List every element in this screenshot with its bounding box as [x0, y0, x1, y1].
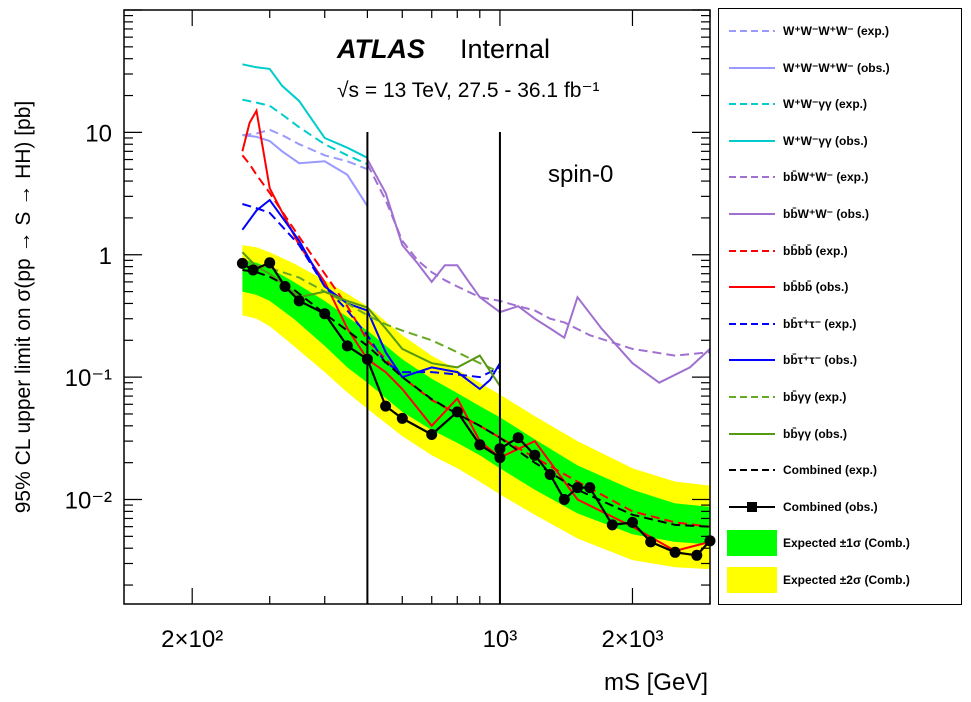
- legend-symbol: [727, 530, 777, 557]
- combined-obs-point: [606, 519, 618, 531]
- legend-label: bb̄γγ (obs.): [783, 426, 848, 441]
- x-tick-label: 2×10³: [601, 626, 663, 653]
- legend-entry: bb̄bb̄ (obs.): [719, 269, 959, 305]
- legend-label: bb̄bb̄ (exp.): [783, 243, 848, 258]
- series-line-4: [366, 163, 711, 357]
- y-tick-label: 1: [99, 243, 112, 270]
- mass-boundaries: [366, 132, 501, 604]
- legend-entry: bb̄τ⁺τ⁻ (exp.): [719, 306, 959, 342]
- series-line-5: [366, 159, 711, 384]
- x-axis-label: mS [GeV]: [604, 669, 708, 696]
- legend-symbol: [727, 129, 777, 153]
- legend-symbol: [727, 92, 777, 116]
- legend-entry: bb̄γγ (exp.): [719, 379, 959, 415]
- legend-label: bb̄W⁺W⁻ (obs.): [783, 207, 869, 221]
- legend-label: Combined (obs.): [783, 499, 878, 514]
- legend-label: bb̄γγ (exp.): [783, 390, 847, 404]
- legend-label: W⁺W⁻γγ (exp.): [783, 97, 868, 112]
- legend-entry: W⁺W⁻W⁺W⁻ (obs.): [719, 50, 959, 86]
- combined-obs-point: [584, 482, 596, 494]
- combined-obs-point: [669, 546, 681, 558]
- series-line-7: [241, 107, 711, 552]
- legend-symbol: [727, 239, 777, 263]
- legend-entry: Combined (exp.): [719, 452, 959, 488]
- plot-frame: [123, 9, 711, 605]
- legend-label: bb̄τ⁺τ⁻ (exp.): [783, 316, 857, 331]
- legend-entry: bb̄τ⁺τ⁻ (obs.): [719, 342, 959, 378]
- combined-obs-point: [426, 429, 438, 440]
- legend-symbol: [727, 19, 777, 43]
- legend-entry: bb̄W⁺W⁻ (obs.): [719, 196, 959, 232]
- combined-obs-point: [341, 340, 353, 352]
- legend-entry: W⁺W⁻W⁺W⁻ (exp.): [719, 13, 959, 49]
- legend-label: Expected ±1σ (Comb.): [783, 536, 910, 551]
- legend-entry: W⁺W⁻γγ (exp.): [719, 86, 959, 122]
- legend-entry: W⁺W⁻γγ (obs.): [719, 123, 959, 159]
- legend-label: bb̄bb̄ (obs.): [783, 280, 849, 295]
- y-tick-label: 10: [85, 120, 112, 147]
- series-line-3: [242, 63, 368, 159]
- combined-obs-point: [380, 400, 392, 412]
- legend-entry: bb̄W⁺W⁻ (exp.): [719, 159, 959, 195]
- legend-entry: Expected ±2σ (Comb.): [719, 562, 959, 598]
- legend-entry: bb̄γγ (obs.): [719, 416, 959, 452]
- legend-symbol: [727, 312, 777, 336]
- combined-obs-point: [512, 432, 524, 444]
- legend-label: bb̄τ⁺τ⁻ (obs.): [783, 353, 858, 368]
- legend-symbol: [727, 422, 777, 446]
- x-tick-label: 2×10²: [161, 626, 223, 653]
- combined-obs-point: [474, 439, 486, 451]
- legend-symbol: [727, 56, 777, 80]
- x-tick-label: 10³: [483, 626, 518, 653]
- spin-annotation: spin-0: [548, 161, 613, 188]
- combined-obs-point: [236, 257, 248, 269]
- series-line-1: [242, 134, 369, 207]
- combined-obs-point: [691, 549, 703, 561]
- y-axis-label: 95% CL upper limit on σ(pp → S → HH) [pb…: [12, 101, 35, 514]
- legend-label: W⁺W⁻γγ (obs.): [783, 133, 868, 148]
- legend-label: W⁺W⁻W⁺W⁻ (exp.): [783, 24, 889, 38]
- axis-ticks: 2×10² 10³ 2×10³ 10 1 10⁻¹ 10⁻²: [65, 9, 711, 653]
- combined-obs-point: [645, 536, 657, 548]
- y-tick-label: 10⁻¹: [65, 365, 112, 392]
- series-line-0: [242, 128, 368, 171]
- combined-obs-point: [544, 469, 556, 480]
- combined-obs-point: [279, 281, 291, 292]
- combined-obs-point: [319, 308, 331, 320]
- legend-symbol: [727, 348, 777, 372]
- combined-obs-point: [572, 482, 583, 494]
- series-line-2: [242, 98, 368, 166]
- combined-obs-point: [247, 264, 259, 276]
- legend-label: Combined (exp.): [783, 463, 878, 478]
- combined-obs-point: [293, 295, 305, 307]
- legend-symbol: [727, 202, 777, 226]
- legend-symbol: [727, 495, 777, 519]
- band-1sigma: [242, 259, 710, 545]
- y-tick-label: 10⁻²: [65, 488, 112, 515]
- legend: W⁺W⁻W⁺W⁻ (exp.) W⁺W⁻W⁺W⁻ (obs.) W⁺W⁻γγ (ex…: [718, 8, 962, 605]
- legend-entry: bb̄bb̄ (exp.): [719, 233, 959, 269]
- chart-subtitle: Internal: [460, 34, 550, 64]
- energy-label: √s = 13 TeV, 27.5 - 36.1 fb⁻¹: [337, 79, 600, 102]
- chart-title: ATLAS: [336, 34, 425, 64]
- legend-symbol: [727, 385, 777, 409]
- combined-obs-point: [558, 494, 570, 505]
- axes-frame: [123, 9, 711, 605]
- legend-symbol: [727, 458, 777, 482]
- legend-symbol: [727, 275, 777, 299]
- legend-label: Expected ±2σ (Comb.): [783, 573, 910, 587]
- legend-symbol: [727, 165, 777, 189]
- legend-label: W⁺W⁻W⁺W⁻ (obs.): [783, 60, 890, 75]
- combined-obs-point: [627, 516, 638, 528]
- combined-obs-point: [264, 257, 276, 269]
- series-line-9: [241, 198, 501, 391]
- legend-symbol: [727, 567, 777, 593]
- legend-label: bb̄W⁺W⁻ (exp.): [783, 170, 869, 185]
- combined-obs-point: [529, 449, 541, 461]
- legend-entry: Combined (obs.): [719, 489, 959, 525]
- combined-obs-point: [396, 412, 408, 424]
- legend-entry: Expected ±1σ (Comb.): [719, 525, 959, 561]
- combined-obs-point: [451, 406, 463, 418]
